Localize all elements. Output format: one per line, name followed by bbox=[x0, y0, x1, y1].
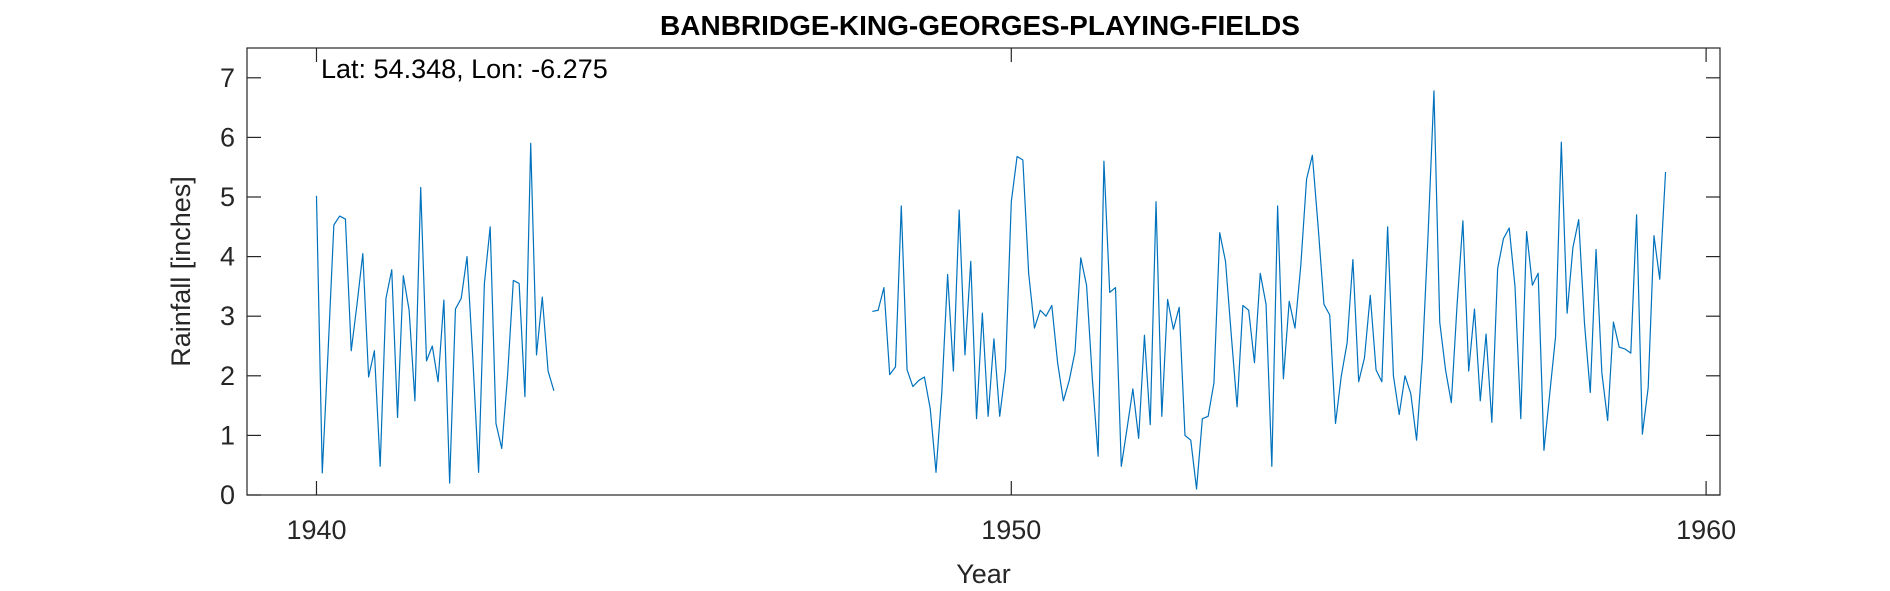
x-tick-label: 1960 bbox=[1676, 515, 1736, 545]
y-tick-label: 0 bbox=[220, 480, 235, 510]
y-tick-label: 5 bbox=[220, 182, 235, 212]
x-tick-label: 1950 bbox=[981, 515, 1041, 545]
y-tick-label: 6 bbox=[220, 122, 235, 152]
y-tick-label: 2 bbox=[220, 361, 235, 391]
rainfall-series-line bbox=[872, 90, 1667, 490]
rainfall-series-line bbox=[315, 142, 555, 484]
y-axis-label: Rainfall [inches] bbox=[166, 176, 196, 367]
y-tick-label: 7 bbox=[220, 63, 235, 93]
y-tick-label: 4 bbox=[220, 242, 235, 272]
y-tick-label: 1 bbox=[220, 420, 235, 450]
x-tick-label: 1940 bbox=[286, 515, 346, 545]
lat-lon-annotation: Lat: 54.348, Lon: -6.275 bbox=[321, 54, 608, 84]
plot-area-frame bbox=[246, 47, 1721, 496]
x-axis-label: Year bbox=[956, 559, 1011, 589]
chart-title: BANBRIDGE-KING-GEORGES-PLAYING-FIELDS bbox=[660, 10, 1300, 41]
y-tick-label: 3 bbox=[220, 301, 235, 331]
